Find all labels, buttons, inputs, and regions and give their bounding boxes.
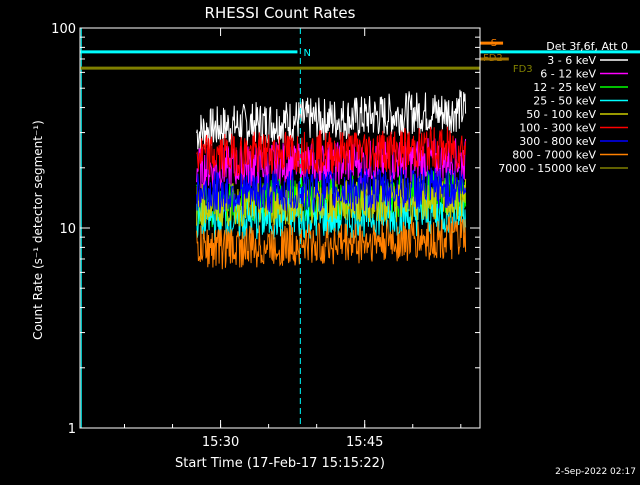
footer-date: 2-Sep-2022 02:17 (555, 467, 636, 477)
annotation-label-fd2: FD2 (483, 53, 503, 64)
x-axis-label: Start Time (17-Feb-17 15:15:22) (175, 456, 385, 471)
legend-entry-label: 50 - 100 keV (526, 108, 596, 121)
legend-header: Det 3f,6f, Att 0 (546, 40, 628, 53)
series-line (196, 126, 467, 177)
y-tick-label: 10 (59, 222, 76, 237)
series-line (196, 167, 467, 215)
y-axis-label: Count Rate (s⁻¹ detector segment⁻¹) (31, 120, 45, 340)
legend-entry-label: 3 - 6 keV (547, 54, 596, 67)
annotation-label-fd3: FD3 (513, 64, 533, 75)
series-lines-group (196, 89, 467, 270)
y-tick-label: 1 (68, 422, 76, 437)
legend-entry-label: 25 - 50 keV (533, 95, 596, 108)
legend-entry-label: 300 - 800 keV (519, 135, 596, 148)
series-line (196, 216, 467, 270)
y-tick-label: 100 (51, 22, 76, 37)
annotation-group: N S FD2 FD3 (80, 28, 640, 428)
legend-entry-label: 6 - 12 keV (540, 68, 596, 81)
legend-entry-label: 12 - 25 keV (533, 81, 596, 94)
annotation-label-n: N (303, 48, 310, 59)
chart-title: RHESSI Count Rates (205, 4, 356, 22)
annotation-label-s: S (491, 38, 497, 49)
x-tick-label: 15:45 (346, 435, 383, 450)
axes-group: 15:30 15:45 1 10 100 (51, 22, 481, 450)
legend-entry-label: 100 - 300 keV (519, 122, 596, 135)
legend-entry-label: 800 - 7000 keV (512, 149, 596, 162)
legend-entry-label: 7000 - 15000 keV (498, 162, 596, 175)
x-tick-label: 15:30 (202, 435, 239, 450)
